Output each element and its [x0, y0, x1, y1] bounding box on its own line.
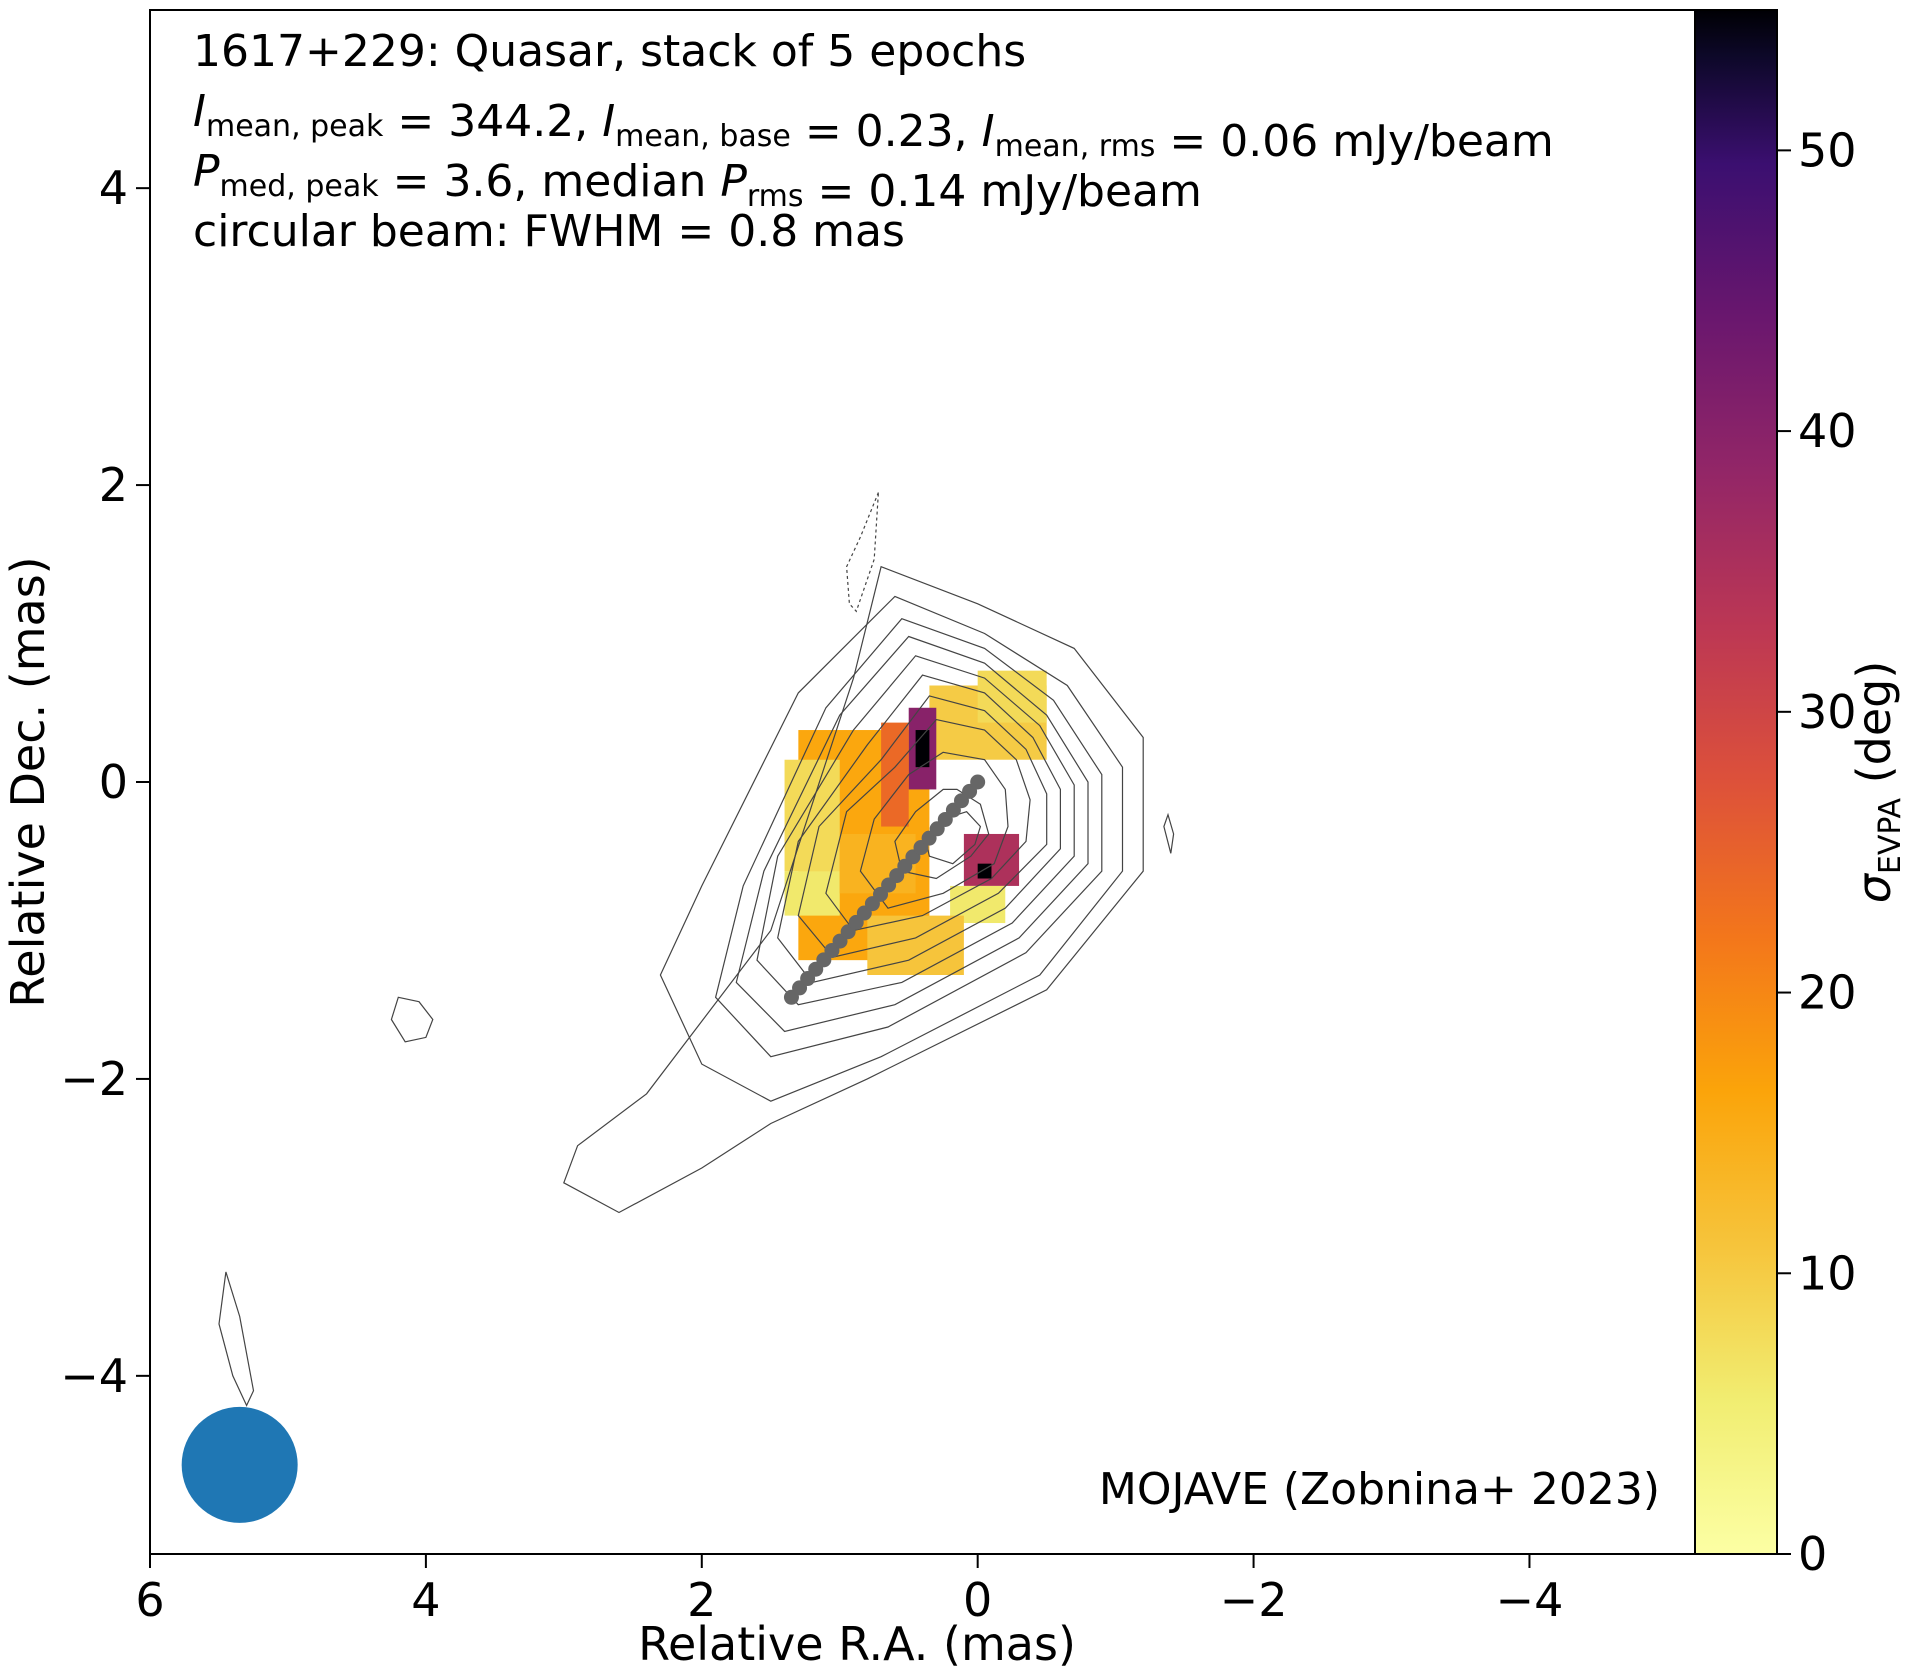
colorbar-tick-label: 50 [1798, 123, 1857, 177]
x-tick-label: −4 [1496, 1573, 1564, 1627]
colorbar-tick-label: 10 [1798, 1246, 1857, 1300]
ridge-point [970, 774, 986, 790]
info-line-line1: 1617+229: Quasar, stack of 5 epochs [193, 26, 1026, 77]
contour-line [659, 595, 1124, 1102]
y-tick-label: −2 [60, 1052, 128, 1106]
contour-line [390, 996, 434, 1043]
evpa-pixel-block [881, 722, 909, 827]
credit-text: MOJAVE (Zobnina+ 2023) [1099, 1464, 1660, 1515]
colorbar-label: σEVPA (deg) [1847, 661, 1905, 904]
colorbar-tick-label: 30 [1798, 685, 1857, 739]
colorbar-gradient [1695, 10, 1777, 1554]
colorbar-ticks: 0 10 20 30 40 50 [1777, 123, 1857, 1581]
colorbar: 0 10 20 30 40 50 σEVPA (deg) [1694, 9, 1905, 1581]
y-tick-label: 4 [99, 161, 128, 215]
y-tick-label: −4 [60, 1349, 128, 1403]
contour-line [825, 718, 1031, 932]
contour-line [756, 655, 1075, 1006]
contour-line [797, 695, 1048, 958]
y-axis-label: Relative Dec. (mas) [1, 556, 55, 1007]
beam-ellipse [181, 1406, 298, 1523]
contour-line [859, 751, 1009, 909]
x-tick-label: 2 [687, 1573, 716, 1627]
contour-line [735, 635, 1089, 1033]
info-text-block: 1617+229: Quasar, stack of 5 epochs Imean… [193, 26, 1554, 257]
x-tick-label: −2 [1220, 1573, 1288, 1627]
x-axis-ticks: 6 4 2 0 −2 −4 [135, 1554, 1563, 1627]
contour-line [1163, 812, 1175, 854]
jet-ridge-line [783, 774, 986, 1005]
y-tick-label: 2 [99, 458, 128, 512]
evpa-pixel-block [784, 871, 840, 916]
info-line-line4: circular beam: FWHM = 0.8 mas [193, 206, 905, 257]
colorbar-frame [1694, 9, 1778, 1555]
contour-line [845, 492, 879, 613]
colorbar-tick-label: 20 [1798, 966, 1857, 1020]
x-tick-label: 6 [135, 1573, 164, 1627]
contour-line [894, 788, 990, 880]
y-tick-label: 0 [99, 755, 128, 809]
info-line-line2: Imean, peak = 344.2, Imean, base = 0.23,… [193, 86, 1554, 167]
colorbar-tick-label: 40 [1798, 404, 1857, 458]
intensity-contours [218, 492, 1175, 1407]
contour-line [218, 1271, 255, 1407]
info-line-line3: Pmed, peak = 3.6, median Prms = 0.14 mJy… [193, 146, 1202, 217]
plot-area: 1617+229: Quasar, stack of 5 epochs Imean… [149, 9, 1696, 1555]
contour-line [777, 674, 1062, 984]
contour-line [563, 565, 1144, 1214]
contour-line [714, 617, 1103, 1058]
y-axis-ticks: 4 2 0 −2 −4 [60, 161, 150, 1403]
x-axis-label: Relative R.A. (mas) [638, 1617, 1076, 1671]
x-tick-label: 0 [963, 1573, 992, 1627]
x-tick-label: 4 [411, 1573, 440, 1627]
colorbar-tick-label: 0 [1798, 1527, 1827, 1581]
